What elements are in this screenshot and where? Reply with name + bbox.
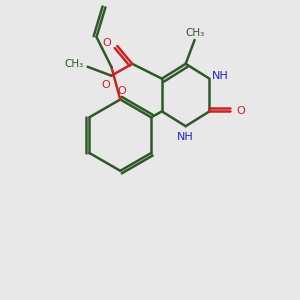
Text: O: O (101, 80, 110, 90)
Text: O: O (103, 38, 111, 48)
Text: CH₃: CH₃ (64, 59, 84, 69)
Text: O: O (117, 85, 126, 96)
Text: O: O (236, 106, 245, 116)
Text: NH: NH (212, 71, 228, 81)
Text: CH₃: CH₃ (185, 28, 204, 38)
Text: NH: NH (177, 132, 194, 142)
